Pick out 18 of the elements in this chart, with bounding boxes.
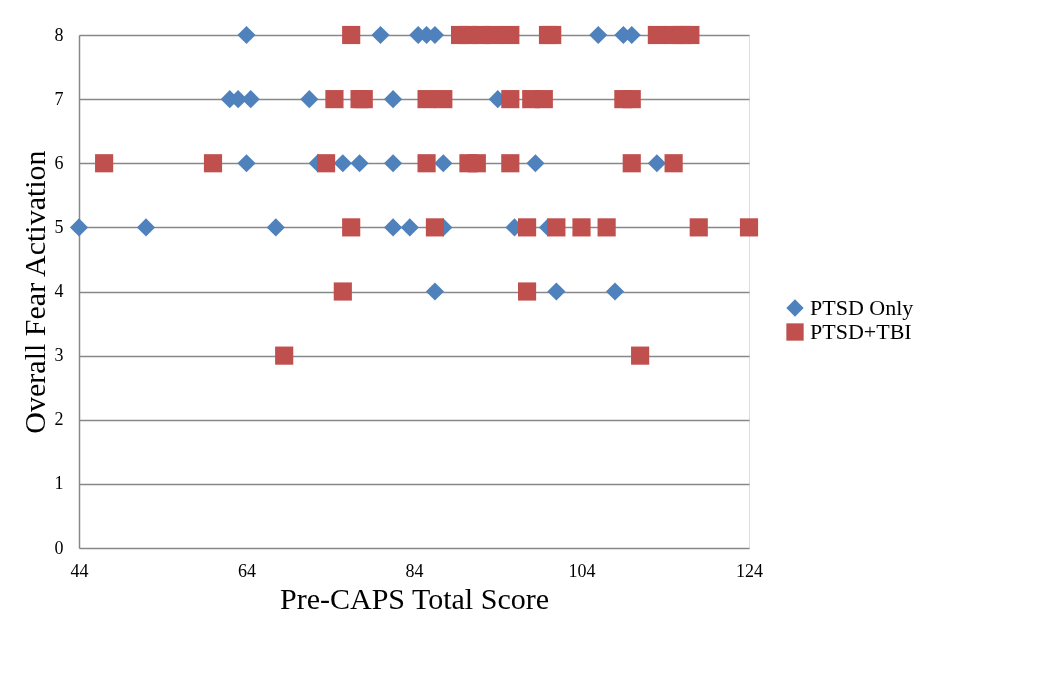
y-tick-label: 2 (54, 409, 64, 430)
legend-label: PTSD+TBI (810, 319, 912, 344)
y-axis-title: Overall Fear Activation (17, 150, 51, 434)
x-tick-label: 84 (405, 560, 424, 581)
y-tick-label: 7 (54, 88, 64, 109)
y-tick-label: 3 (54, 345, 64, 366)
x-tick-label: 124 (736, 560, 763, 581)
x-axis-title: Pre-CAPS Total Score (279, 581, 550, 615)
legend-label: PTSD Only (810, 295, 914, 320)
x-tick-label: 104 (568, 560, 596, 581)
y-tick-label: 5 (54, 216, 64, 237)
y-tick-label: 6 (54, 152, 64, 173)
y-tick-label: 4 (54, 281, 64, 301)
x-tick-label: 44 (70, 560, 89, 581)
y-tick-label: 8 (54, 24, 64, 45)
y-tick-label: 1 (54, 473, 64, 494)
x-tick-label: 64 (238, 560, 256, 581)
y-tick-label: 0 (54, 537, 64, 558)
